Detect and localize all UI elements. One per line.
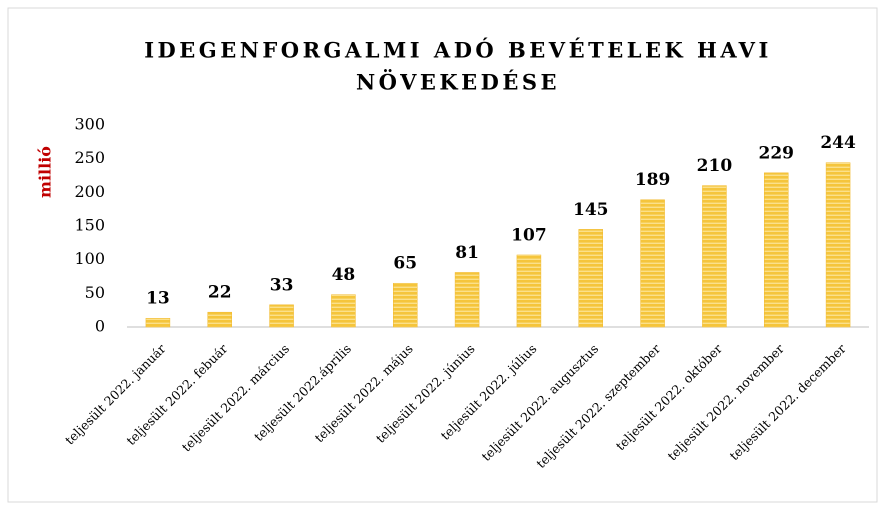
- chart-frame: [7, 7, 878, 503]
- data-label: 65: [393, 254, 417, 274]
- y-tick-label: 200: [74, 182, 105, 201]
- bar: [145, 317, 171, 328]
- y-tick-label: 250: [74, 148, 105, 167]
- bar: [207, 311, 232, 328]
- bar: [393, 282, 418, 328]
- y-tick-label: 100: [74, 249, 105, 268]
- bar: [578, 229, 603, 328]
- data-label: 22: [208, 283, 232, 303]
- data-label: 107: [511, 225, 547, 245]
- bar: [825, 162, 851, 328]
- bar: [269, 304, 294, 328]
- bar: [454, 272, 480, 328]
- chart-title: IDEGENFORGALMI ADÓ BEVÉTELEK HAVI: [144, 38, 772, 63]
- bar: [640, 199, 665, 328]
- y-axis-label: millió: [36, 146, 55, 198]
- data-label: 48: [332, 265, 356, 285]
- y-tick-label: 50: [85, 283, 105, 302]
- bar: [764, 172, 789, 328]
- data-label: 13: [146, 289, 170, 309]
- y-tick-label: 150: [74, 216, 105, 235]
- data-label: 33: [270, 275, 294, 295]
- bar: [702, 185, 727, 328]
- data-label: 210: [697, 156, 733, 176]
- data-label: 145: [573, 200, 609, 220]
- data-label: 189: [635, 170, 671, 190]
- bar: [331, 294, 356, 328]
- y-tick-label: 300: [74, 115, 105, 134]
- data-label: 244: [820, 133, 856, 153]
- data-label: 229: [759, 143, 795, 163]
- bar: [516, 254, 542, 328]
- chart-title: NÖVEKEDÉSE: [356, 70, 560, 95]
- data-label: 81: [455, 243, 479, 263]
- y-tick-label: 0: [95, 317, 105, 336]
